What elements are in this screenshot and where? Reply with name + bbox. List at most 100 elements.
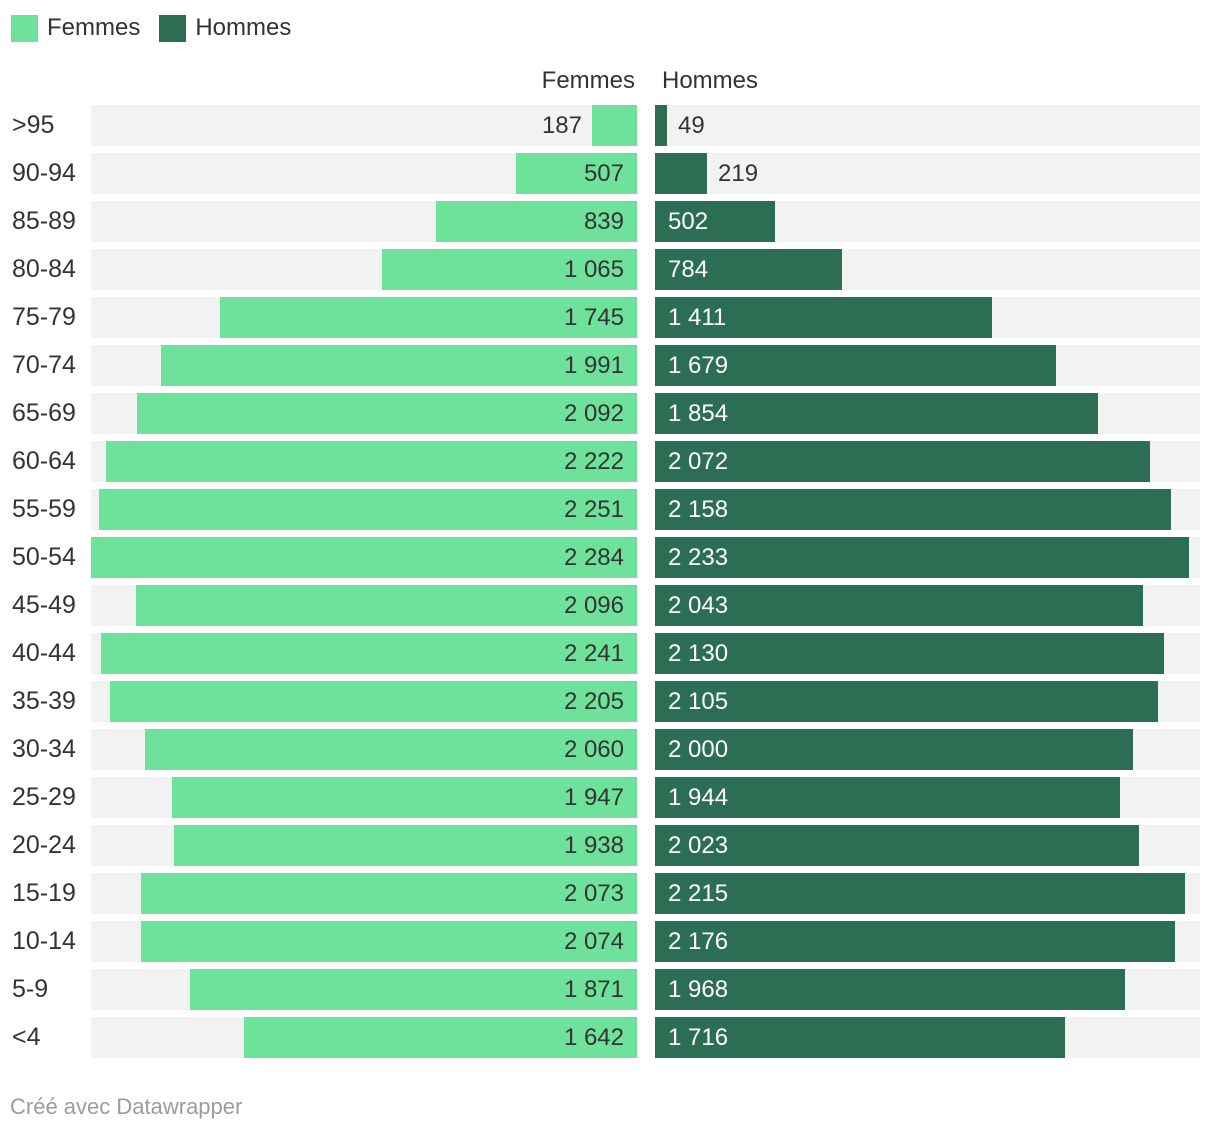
hommes-track: 2 072 <box>655 441 1200 482</box>
femmes-bar <box>141 873 637 914</box>
hommes-value: 49 <box>678 112 705 139</box>
age-label: 85-89 <box>12 207 76 235</box>
hommes-value: 2 215 <box>668 880 729 907</box>
chart-row: 85-89 839 502 <box>0 201 1220 242</box>
chart-rows: >95 187 49 90-94 507 219 85-89 839 502 8… <box>0 105 1220 1065</box>
femmes-value: 2 092 <box>563 400 624 427</box>
chart-row: 90-94 507 219 <box>0 153 1220 194</box>
hommes-track: 1 944 <box>655 777 1200 818</box>
hommes-bar <box>655 105 667 146</box>
hommes-value: 2 023 <box>668 832 729 859</box>
age-label: 50-54 <box>12 543 76 571</box>
femmes-track: 1 642 <box>91 1017 637 1058</box>
femmes-value: 1 065 <box>563 256 624 283</box>
chart-row: 5-9 1 871 1 968 <box>0 969 1220 1010</box>
chart-row: 30-34 2 060 2 000 <box>0 729 1220 770</box>
column-header-femmes: Femmes <box>541 67 635 94</box>
femmes-value: 2 222 <box>563 448 624 475</box>
hommes-bar <box>655 1017 1065 1058</box>
femmes-bar <box>99 489 637 530</box>
femmes-bar <box>136 585 637 626</box>
hommes-value: 2 072 <box>668 448 729 475</box>
hommes-bar <box>655 201 775 242</box>
femmes-track: 2 222 <box>91 441 637 482</box>
femmes-track: 2 241 <box>91 633 637 674</box>
femmes-track: 2 284 <box>91 537 637 578</box>
hommes-bar <box>655 249 842 290</box>
chart-row: 20-24 1 938 2 023 <box>0 825 1220 866</box>
age-label: 40-44 <box>12 639 76 667</box>
femmes-bar <box>106 441 637 482</box>
chart-row: 50-54 2 284 2 233 <box>0 537 1220 578</box>
hommes-track: 49 <box>655 105 1200 146</box>
hommes-track: 219 <box>655 153 1200 194</box>
femmes-bar <box>220 297 637 338</box>
legend-item-hommes: Hommes <box>159 14 291 42</box>
chart-row: 80-84 1 065 784 <box>0 249 1220 290</box>
attribution-text: Créé avec Datawrapper <box>10 1094 243 1119</box>
age-label: 10-14 <box>12 927 76 955</box>
hommes-bar <box>655 633 1164 674</box>
femmes-track: 2 092 <box>91 393 637 434</box>
femmes-value: 1 991 <box>563 352 624 379</box>
femmes-track: 1 938 <box>91 825 637 866</box>
age-label: 25-29 <box>12 783 76 811</box>
age-label: 80-84 <box>12 255 76 283</box>
age-label: 65-69 <box>12 399 76 427</box>
legend: Femmes Hommes <box>11 14 310 42</box>
age-label: 15-19 <box>12 879 76 907</box>
femmes-value: 1 745 <box>563 304 624 331</box>
femmes-value: 2 096 <box>563 592 624 619</box>
hommes-value: 2 176 <box>668 928 729 955</box>
hommes-track: 2 000 <box>655 729 1200 770</box>
hommes-track: 2 233 <box>655 537 1200 578</box>
femmes-bar <box>516 153 637 194</box>
femmes-bar <box>161 345 637 386</box>
hommes-track: 2 215 <box>655 873 1200 914</box>
hommes-track: 1 968 <box>655 969 1200 1010</box>
hommes-track: 2 023 <box>655 825 1200 866</box>
hommes-value: 502 <box>668 208 709 235</box>
femmes-value: 187 <box>541 112 582 139</box>
femmes-track: 2 073 <box>91 873 637 914</box>
chart-row: 60-64 2 222 2 072 <box>0 441 1220 482</box>
femmes-value: 507 <box>583 160 624 187</box>
chart-row: 65-69 2 092 1 854 <box>0 393 1220 434</box>
hommes-track: 2 105 <box>655 681 1200 722</box>
femmes-value: 2 074 <box>563 928 624 955</box>
femmes-track: 1 745 <box>91 297 637 338</box>
hommes-track: 2 043 <box>655 585 1200 626</box>
chart-row: >95 187 49 <box>0 105 1220 146</box>
legend-label-femmes: Femmes <box>47 14 141 41</box>
hommes-bar <box>655 393 1098 434</box>
age-label: 45-49 <box>12 591 76 619</box>
femmes-bar <box>145 729 637 770</box>
femmes-value: 2 251 <box>563 496 624 523</box>
age-label: 30-34 <box>12 735 76 763</box>
age-label: 35-39 <box>12 687 76 715</box>
femmes-value: 2 073 <box>563 880 624 907</box>
femmes-value: 839 <box>583 208 624 235</box>
hommes-value: 784 <box>668 256 709 283</box>
femmes-track: 1 991 <box>91 345 637 386</box>
hommes-track: 784 <box>655 249 1200 290</box>
hommes-bar <box>655 297 992 338</box>
legend-label-hommes: Hommes <box>195 14 292 41</box>
age-label: <4 <box>12 1023 41 1051</box>
age-label: 55-59 <box>12 495 76 523</box>
femmes-swatch-icon <box>11 14 38 42</box>
femmes-track: 2 074 <box>91 921 637 962</box>
hommes-value: 1 968 <box>668 976 729 1003</box>
age-label: 20-24 <box>12 831 76 859</box>
hommes-bar <box>655 777 1120 818</box>
femmes-bar <box>101 633 637 674</box>
hommes-bar <box>655 489 1171 530</box>
hommes-bar <box>655 729 1133 770</box>
chart-row: 35-39 2 205 2 105 <box>0 681 1220 722</box>
hommes-track: 1 411 <box>655 297 1200 338</box>
hommes-bar <box>655 825 1139 866</box>
chart-row: 75-79 1 745 1 411 <box>0 297 1220 338</box>
hommes-bar <box>655 873 1185 914</box>
hommes-bar <box>655 969 1125 1010</box>
